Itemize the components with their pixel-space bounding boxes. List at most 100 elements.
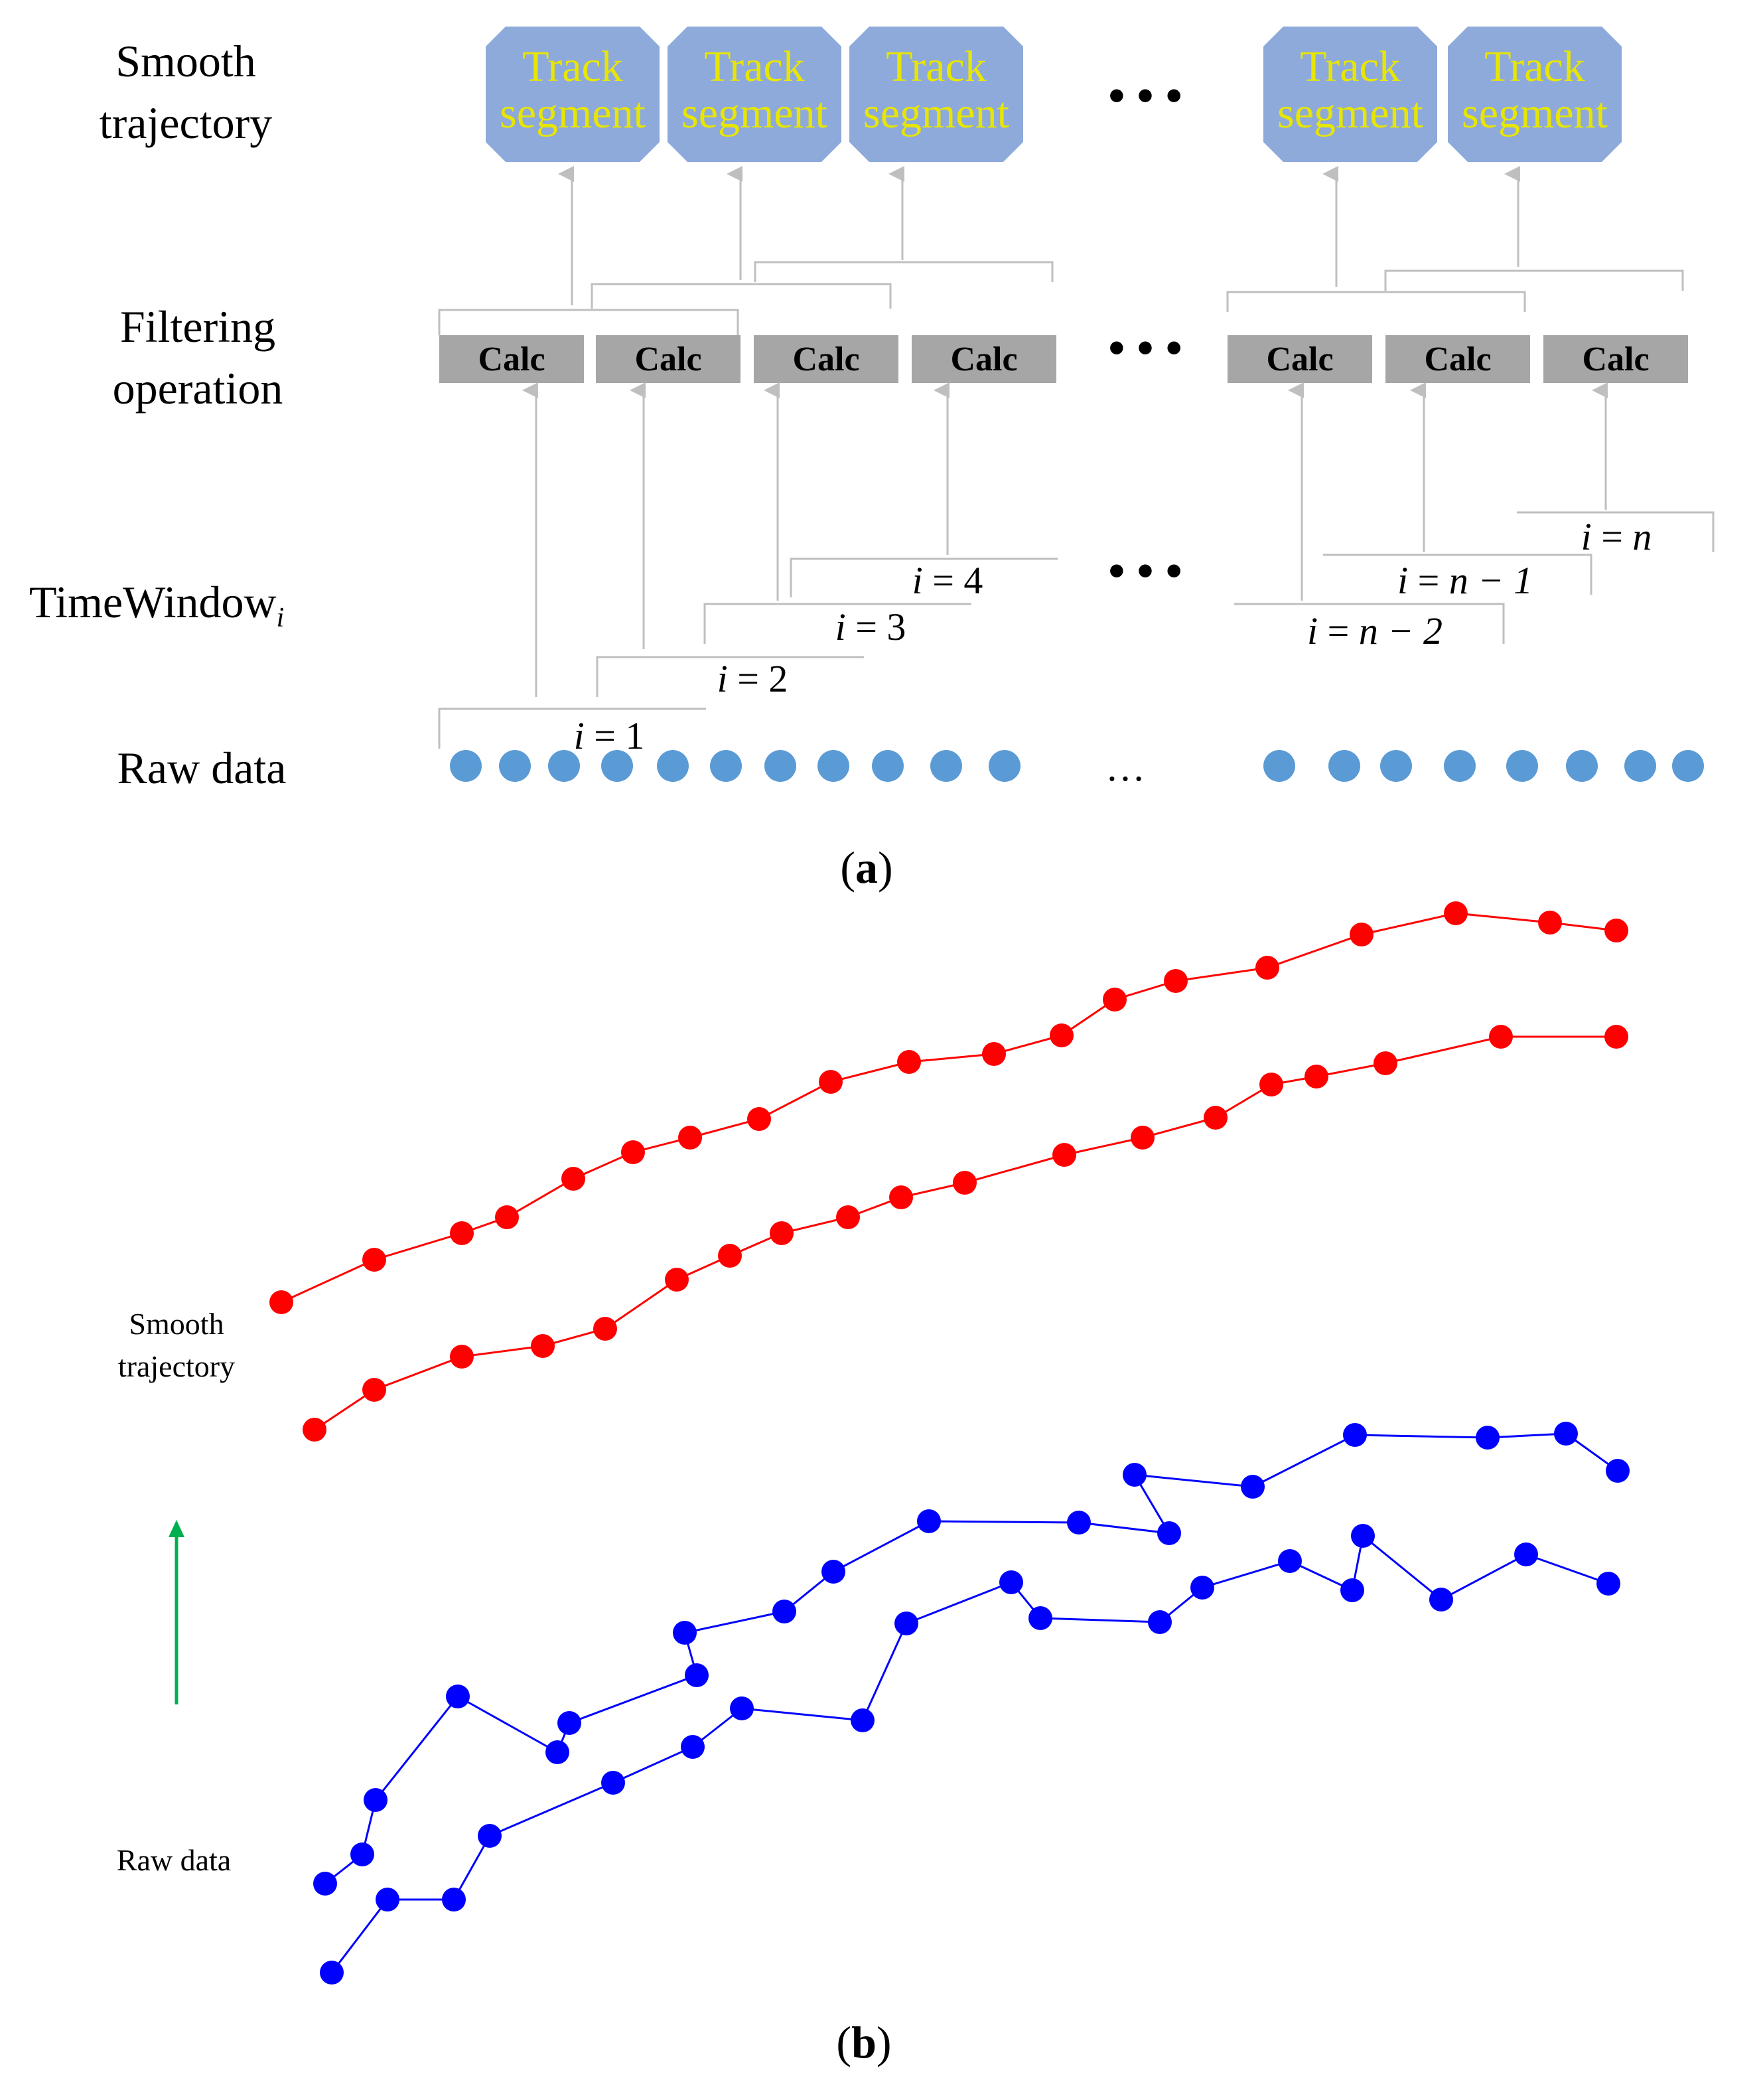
row-label-raw-data: Raw data (117, 743, 287, 793)
series-point-13 (1157, 1521, 1181, 1545)
series-point-11 (982, 1042, 1006, 1066)
raw-data-point-19 (1672, 750, 1704, 782)
series-point-18 (1514, 1542, 1538, 1566)
label-raw-b: Raw data (117, 1843, 231, 1877)
series-point-14 (1278, 1549, 1302, 1573)
series-point-4 (478, 1824, 502, 1848)
track-segment-label-1: Track (886, 42, 987, 91)
series-point-5 (593, 1317, 617, 1341)
series-point-3 (364, 1788, 388, 1812)
calc-arrows (522, 382, 1608, 697)
raw-data-point-18 (1624, 750, 1656, 782)
raw-data-point-9 (872, 750, 904, 782)
series-point-2 (362, 1248, 386, 1272)
panel-a: Smooth trajectory Filtering operation Ti… (29, 27, 1715, 893)
ellipsis-calcs: • • • (1108, 321, 1182, 374)
series-point-1 (313, 1872, 337, 1896)
raw-data-point-4 (601, 750, 633, 782)
window-labels: i = 1 i = 2 i = 3 i = 4 i = n − 2 i = n … (574, 515, 1652, 757)
calc-boxes: Calc Calc Calc Calc Calc Calc Calc (439, 335, 1688, 383)
window-bracket-1 (438, 708, 706, 749)
track-segment-shape (668, 27, 841, 162)
calc-box-shape (1543, 335, 1688, 383)
track-segment-label-2: segment (500, 89, 646, 137)
series-point-8 (851, 1708, 875, 1732)
series-point-18 (1538, 911, 1562, 935)
track-segment-label-2: segment (681, 89, 827, 137)
row-label-filtering-1: Filtering (120, 301, 275, 352)
series-line (281, 912, 1617, 1304)
trajectory-series (269, 901, 1630, 1985)
track-segment-label-2: segment (1277, 89, 1423, 137)
series-point-6 (621, 1140, 645, 1164)
window-brackets (438, 511, 1715, 749)
window-bracket-6 (1323, 554, 1592, 595)
ellipsis-raw: … (1105, 745, 1145, 789)
series-point-3 (442, 1888, 466, 1912)
calc-box-shape (912, 335, 1056, 383)
series-point-2 (362, 1378, 386, 1402)
row-label-timewindow: TimeWindowi (29, 577, 284, 633)
series-point-6 (665, 1268, 689, 1292)
raw-data-point-2 (499, 750, 531, 782)
series-point-10 (897, 1050, 921, 1074)
track-segment-shape (486, 27, 660, 162)
series-line (314, 1035, 1616, 1431)
series-point-8 (747, 1107, 771, 1131)
raw-data-point-14 (1380, 750, 1412, 782)
series-point-14 (1123, 1463, 1147, 1487)
series-point-12 (1050, 1023, 1074, 1047)
track-segment-label-2: segment (863, 89, 1009, 137)
row-label-smooth-1: Smooth (115, 36, 256, 86)
raw-data-point-10 (930, 750, 962, 782)
calc-box-shape (1385, 335, 1530, 383)
series-point-13 (1190, 1576, 1214, 1600)
track-segments: TracksegmentTracksegmentTracksegmentTrac… (486, 27, 1622, 162)
calc-box-label: Calc (478, 340, 545, 378)
raw-data-point-16 (1506, 750, 1538, 782)
raw-data-point-13 (1328, 750, 1360, 782)
calc-box-label: Calc (792, 340, 859, 378)
window-bracket-3 (703, 603, 971, 644)
series-point-7 (685, 1663, 709, 1687)
raw-data-point-17 (1566, 750, 1598, 782)
series-point-9 (894, 1612, 918, 1635)
bracket-5 (1384, 269, 1684, 291)
series-raw-lower (320, 1524, 1620, 1985)
track-segment-shape (1448, 27, 1622, 162)
series-point-17 (1429, 1588, 1453, 1612)
calc-box-shape (596, 335, 740, 383)
series-point-3 (450, 1221, 474, 1245)
calc-box-label: Calc (1582, 340, 1649, 378)
calc-box-shape (754, 335, 898, 383)
row-label-smooth-2: trajectory (100, 98, 273, 148)
series-point-13 (1131, 1126, 1155, 1150)
series-point-1 (269, 1290, 293, 1314)
series-point-14 (1164, 969, 1188, 993)
series-point-9 (819, 1070, 843, 1094)
series-point-15 (1241, 1475, 1265, 1499)
series-point-7 (678, 1126, 702, 1150)
track-segment-label-2: segment (1462, 89, 1608, 137)
series-point-7 (730, 1696, 754, 1720)
series-point-5 (561, 1167, 585, 1191)
series-point-19 (1596, 1572, 1620, 1596)
series-point-18 (1489, 1025, 1513, 1049)
series-point-5 (601, 1771, 625, 1795)
series-point-11 (1028, 1606, 1052, 1630)
series-point-7 (718, 1244, 742, 1268)
series-point-8 (673, 1621, 697, 1645)
raw-data-point-6 (710, 750, 742, 782)
calc-box-1: Calc (439, 335, 584, 383)
raw-data-point-1 (450, 750, 482, 782)
series-point-2 (376, 1888, 399, 1912)
series-point-13 (1103, 988, 1127, 1012)
window-bracket-7 (1517, 511, 1715, 552)
series-point-17 (1476, 1426, 1500, 1450)
raw-data-point-3 (548, 750, 580, 782)
calc-box-label: Calc (950, 340, 1017, 378)
bracket-3 (754, 261, 1054, 282)
window-label-n: i = n (1581, 515, 1652, 558)
window-label-3: i = 3 (835, 605, 906, 648)
